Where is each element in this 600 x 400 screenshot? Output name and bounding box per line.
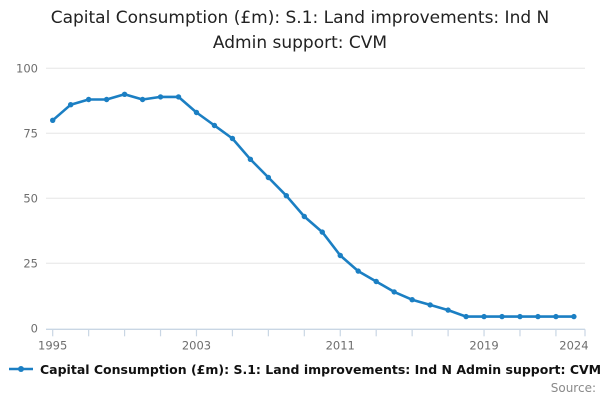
y-axis-tick-label: 100	[16, 61, 38, 75]
data-point	[139, 96, 146, 103]
data-point	[175, 94, 182, 100]
data-point	[517, 313, 523, 320]
y-axis-tick-label: 25	[23, 256, 38, 270]
data-point	[247, 156, 254, 162]
x-axis-tick-label: 1995	[38, 338, 67, 352]
y-axis-tick-label: 0	[31, 321, 38, 335]
data-point	[553, 313, 559, 320]
data-point	[301, 213, 308, 220]
line-chart: 0 25 50 75 100 1995 2003 2011 2019 2024	[16, 61, 588, 352]
data-point	[571, 313, 577, 320]
data-point	[337, 252, 343, 259]
x-axis-tick-label: 2019	[469, 338, 498, 352]
data-point	[319, 229, 325, 235]
data-point	[535, 313, 541, 320]
data-point	[50, 117, 56, 124]
data-point	[211, 122, 218, 129]
data-point	[193, 109, 200, 116]
data-point	[391, 289, 397, 295]
data-point	[481, 313, 487, 320]
data-point	[427, 302, 433, 308]
data-point	[157, 94, 164, 100]
data-point	[229, 135, 236, 142]
data-point	[373, 278, 379, 285]
data-point	[463, 313, 469, 320]
data-point	[85, 96, 92, 103]
x-axis-tick-label: 2011	[326, 338, 355, 352]
data-point	[103, 96, 110, 103]
data-point	[355, 268, 361, 274]
data-point	[283, 193, 290, 199]
legend-line-marker-icon	[9, 366, 33, 372]
chart-title: Capital Consumption (£m): S.1: Land impr…	[50, 8, 550, 53]
data-point	[121, 91, 128, 98]
legend-label: Capital Consumption (£m): S.1: Land impr…	[40, 361, 600, 377]
data-point	[409, 297, 415, 303]
y-axis-tick-label: 75	[23, 126, 38, 140]
data-point	[499, 313, 505, 320]
data-point	[67, 102, 74, 108]
y-axis-tick-label: 50	[23, 191, 38, 205]
data-line	[51, 93, 576, 318]
legend-item[interactable]: Capital Consumption (£m): S.1: Land impr…	[8, 361, 600, 377]
data-point	[445, 307, 451, 313]
data-point	[265, 174, 272, 181]
x-axis-tick-label: 2024	[559, 338, 588, 352]
source-label: Source:	[550, 381, 596, 395]
x-axis-tick-label: 2003	[182, 338, 211, 352]
